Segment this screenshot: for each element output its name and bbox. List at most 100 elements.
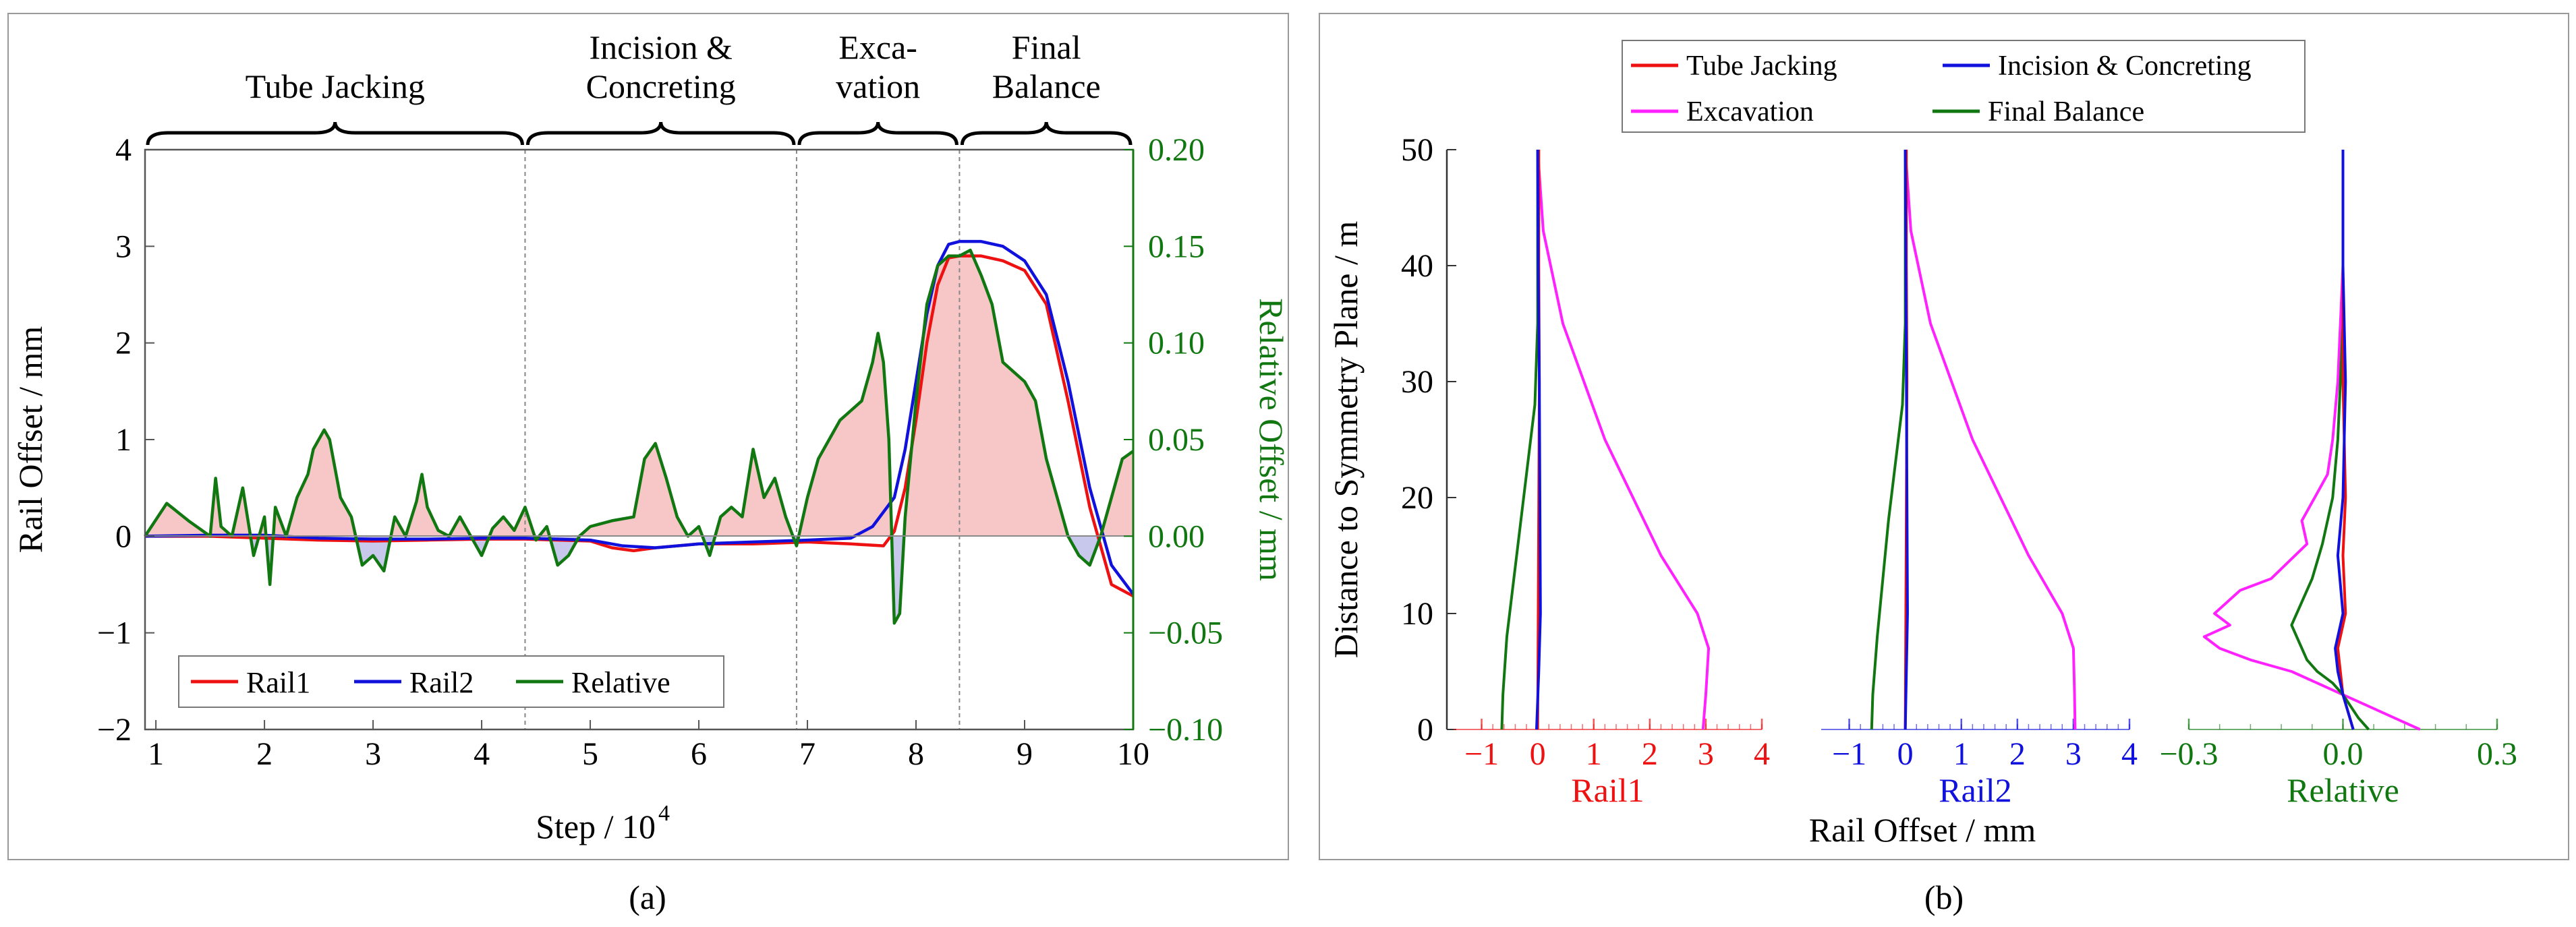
x-tick-label-10: 10 — [1117, 736, 1149, 772]
profile-rail2-final-balance — [1870, 150, 1907, 730]
legend-relative-label: Relative — [571, 666, 670, 699]
subplot-rail1-tick-label-2: 1 — [1586, 736, 1602, 772]
subplot-rail1: −1 0 1 2 3 4 Rail1 — [1454, 149, 1770, 809]
y-tick-label-3: 3 — [115, 229, 132, 264]
profile-rail1-incision-concreting — [1535, 149, 1542, 730]
relative-fill-14 — [715, 449, 793, 537]
profile-rail2-incision-concreting — [1904, 149, 1909, 730]
relative-fill-7 — [470, 536, 490, 556]
series-lines — [144, 239, 1135, 625]
phase-brace-tube-jacking — [146, 121, 524, 146]
profile-rail1-excavation — [1536, 149, 1711, 730]
x-axis-label-exponent: 4 — [658, 801, 670, 826]
relative-fill-18 — [904, 250, 1068, 537]
subplot-rail2-tick-label-2: 1 — [1953, 736, 1970, 772]
phase-brace-final-balance — [960, 121, 1133, 146]
phase-label-tube-jacking-0: Tube Jacking — [246, 67, 425, 105]
x-axis-label-b: Rail Offset / mm — [1809, 811, 2036, 849]
phase-label-final-balance-1: Balance — [992, 67, 1101, 105]
legend-excavation-label: Excavation — [1686, 96, 1814, 127]
x-tick-label-4: 4 — [474, 736, 490, 772]
b-y-tick-label-40: 40 — [1401, 248, 1433, 284]
y-ticks-b: 0 10 20 30 40 50 — [1401, 132, 1456, 748]
x-tick-label-6: 6 — [691, 736, 707, 772]
x-tick-label-9: 9 — [1017, 736, 1033, 772]
legend-a: Rail1 Rail2 Relative — [178, 655, 724, 708]
subplot-rail2-tick-label-3: 2 — [2009, 736, 2026, 772]
y-tick-right-label-3: 0.05 — [1148, 422, 1205, 458]
y-tick-right-label-0: −0.10 — [1148, 712, 1223, 748]
phase-label-excavation-1: vation — [836, 67, 920, 105]
profile-rail1-final-balance — [1500, 150, 1539, 730]
legend-a-box — [178, 655, 724, 708]
y-axis-label-b: Distance to Symmetry Plane / m — [1327, 221, 1365, 659]
x-tick-label-5: 5 — [582, 736, 598, 772]
y-axis-label-left: Rail Offset / mm — [11, 326, 49, 554]
subplot-rail1-tick-label-1: 0 — [1530, 736, 1546, 772]
y-tick-label-0: 0 — [115, 518, 132, 554]
x-tick-label-3: 3 — [365, 736, 381, 772]
subplot-rail2-tick-label-1: 0 — [1897, 736, 1914, 772]
b-y-tick-label-20: 20 — [1401, 480, 1433, 516]
profile-subplots: −1 0 1 2 3 4 Rail1 −1 0 1 2 3 4 Rail2 −0.3 0.0 0.3 Relati… — [1454, 149, 2517, 809]
phase-brace-incision-concreting — [525, 121, 796, 146]
phase-label-final-balance-0: Final — [1012, 28, 1081, 66]
b-y-tick-label-0: 0 — [1417, 712, 1433, 748]
y-tick-right-label-4: 0.10 — [1148, 326, 1205, 361]
series-relative — [144, 248, 1135, 625]
y-axis-label-right: Relative Offset / mm — [1253, 298, 1290, 581]
legend-rail1-label: Rail1 — [246, 666, 310, 699]
relative-fill-20 — [1100, 451, 1133, 537]
x-tick-label-8: 8 — [908, 736, 924, 772]
b-y-tick-label-50: 50 — [1401, 132, 1433, 168]
relative-fill-12 — [579, 443, 703, 537]
subplot-rail2-label: Rail2 — [1939, 771, 2011, 809]
profile-rail2-excavation — [1904, 149, 2077, 730]
x-tick-label-7: 7 — [799, 736, 815, 772]
b-y-tick-label-10: 10 — [1401, 596, 1433, 632]
subplot-rail1-label: Rail1 — [1571, 771, 1644, 809]
subplot-relative-tick-label-1: 0.0 — [2323, 736, 2364, 772]
subplot-relative: −0.3 0.0 0.3 Relative — [2159, 150, 2517, 809]
y-tick-right-label-5: 0.15 — [1148, 229, 1205, 264]
x-ticks: 1 2 3 4 5 6 7 8 9 10 — [148, 720, 1149, 772]
subplot-rail1-tick-label-5: 4 — [1754, 736, 1770, 772]
subplot-relative-tick-label-2: 0.3 — [2477, 736, 2517, 772]
x-axis-label-text: Step / 10 — [536, 808, 656, 845]
phase-label-incision-concreting-1: Concreting — [586, 67, 736, 105]
subplot-rail2-tick-label-0: −1 — [1832, 736, 1866, 772]
legend-final-balance-label: Final Balance — [1988, 96, 2144, 127]
profile-relative-final-balance — [2290, 150, 2370, 731]
panel-a-frame — [7, 13, 1289, 860]
phase-label-incision-concreting-0: Incision & — [589, 28, 732, 66]
legend-tube-jacking-label: Tube Jacking — [1686, 51, 1837, 82]
y-tick-label--2: −2 — [97, 712, 132, 748]
y-ticks-right: −0.10 −0.05 0.00 0.05 0.10 0.15 0.20 — [1124, 132, 1223, 748]
y-ticks-left: −2 −1 0 1 2 3 4 — [97, 132, 154, 748]
panel-a: 1 2 3 4 5 6 7 8 9 10 −2 −1 0 1 2 3 4 −0.10 −0.05 0.00 0.05… — [11, 28, 1290, 916]
subplot-rail1-tick-label-4: 3 — [1698, 736, 1714, 772]
panel-b-frame — [1319, 13, 2569, 860]
phase-brace-excavation — [797, 121, 958, 146]
y-tick-label--1: −1 — [97, 616, 132, 651]
b-y-tick-label-30: 30 — [1401, 364, 1433, 400]
legend-b: Tube Jacking Incision & Concreting Excav… — [1622, 40, 2306, 133]
caption-b: (b) — [1924, 878, 1964, 916]
x-tick-label-1: 1 — [148, 736, 164, 772]
subplot-rail1-tick-label-3: 2 — [1642, 736, 1658, 772]
series-rail2 — [144, 239, 1135, 595]
relative-fill-0 — [145, 478, 251, 537]
relative-fill-16 — [799, 333, 892, 537]
relative-fill-19 — [1068, 536, 1101, 566]
y-tick-label-1: 1 — [115, 422, 132, 458]
profile-relative-excavation — [2202, 150, 2421, 731]
y-tick-label-2: 2 — [115, 326, 132, 361]
y-tick-label-4: 4 — [115, 132, 132, 168]
subplot-rail1-tick-label-0: −1 — [1464, 736, 1499, 772]
subplot-rail2-tick-label-5: 4 — [2121, 736, 2138, 772]
relative-fill-area — [145, 250, 1133, 624]
panel-b: 0 10 20 30 40 50 −1 0 1 2 3 4 Rail1 −1 0 1 2 3 4 Rail2 −0.3… — [1327, 40, 2517, 916]
subplot-relative-tick-label-0: −0.3 — [2159, 736, 2218, 772]
phase-label-excavation-0: Exca- — [838, 28, 917, 66]
